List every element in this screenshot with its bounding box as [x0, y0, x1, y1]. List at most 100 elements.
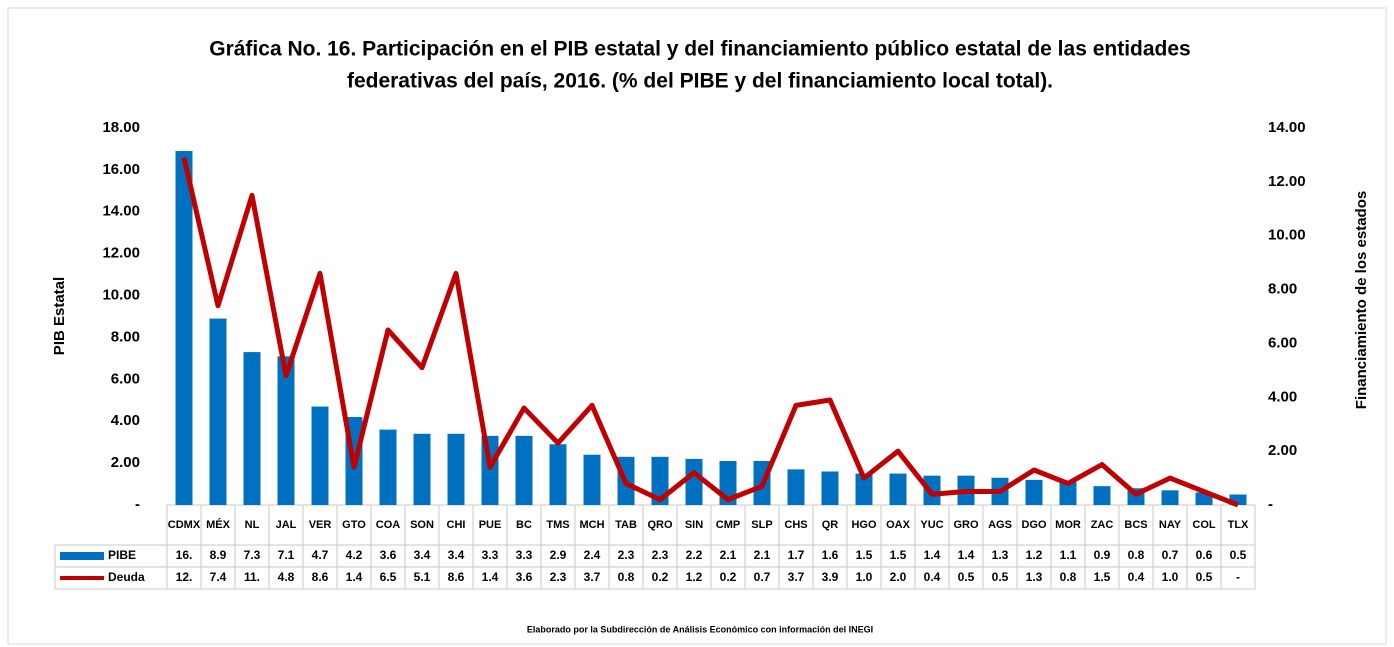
x-tick-label: HGO — [851, 519, 877, 531]
x-tick-label: MOR — [1055, 519, 1081, 531]
table-value: 12. — [176, 570, 193, 584]
y2-tick-label: 8.00 — [1268, 281, 1297, 298]
y2-tick-label: - — [1268, 496, 1273, 513]
y-axis-title: PIB Estatal — [51, 277, 68, 355]
x-tick-label: TAB — [615, 519, 637, 531]
chart-title: Gráfica No. 16. Participación en el PIB … — [209, 38, 1190, 61]
x-tick-label: CHS — [784, 519, 807, 531]
table-value: 0.8 — [1060, 570, 1077, 584]
y-tick-label: 2.00 — [111, 454, 140, 471]
y-tick-label: 10.00 — [102, 287, 140, 304]
x-tick-label: JAL — [276, 519, 297, 531]
table-value: 3.4 — [414, 548, 431, 562]
x-tick-label: MCH — [579, 519, 604, 531]
bar — [311, 406, 329, 505]
table-value: 1.2 — [686, 570, 703, 584]
y-tick-label: 18.00 — [102, 119, 140, 136]
table-value: 3.7 — [584, 570, 601, 584]
table-value: 0.5 — [1196, 570, 1213, 584]
bar — [821, 471, 839, 505]
y-tick-label: 16.00 — [102, 161, 140, 178]
x-tick-label: TMS — [546, 519, 569, 531]
table-value: 1.0 — [856, 570, 873, 584]
table-value: 0.5 — [992, 570, 1009, 584]
bar — [583, 454, 601, 505]
bar — [175, 151, 193, 506]
bar — [889, 473, 907, 505]
legend-swatch — [60, 552, 104, 560]
table-value: 2.1 — [720, 548, 737, 562]
table-value: - — [1236, 570, 1240, 584]
table-value: 0.5 — [1230, 548, 1247, 562]
x-tick-label: QR — [822, 519, 839, 531]
x-tick-label: CMP — [716, 519, 740, 531]
x-tick-label: COA — [376, 519, 401, 531]
table-value: 3.3 — [482, 548, 499, 562]
x-tick-label: PUE — [479, 519, 502, 531]
table-value: 2.1 — [754, 548, 771, 562]
bar — [277, 356, 295, 505]
table-value: 0.7 — [1162, 548, 1179, 562]
table-value: 6.5 — [380, 570, 397, 584]
table-value: 1.5 — [856, 548, 873, 562]
y2-tick-label: 2.00 — [1268, 442, 1297, 459]
bar — [379, 429, 397, 505]
y-tick-label: 12.00 — [102, 245, 140, 262]
bar — [1059, 481, 1077, 505]
y2-tick-label: 12.00 — [1268, 173, 1306, 190]
table-value: 0.8 — [1128, 548, 1145, 562]
table-value: 8.9 — [210, 548, 227, 562]
table-value: 1.4 — [924, 548, 941, 562]
x-tick-label: GRO — [953, 519, 979, 531]
y-tick-label: - — [135, 496, 140, 513]
x-tick-label: QRO — [647, 519, 673, 531]
table-value: 5.1 — [414, 570, 431, 584]
bar — [651, 456, 669, 505]
table-value: 11. — [244, 570, 260, 584]
y-tick-label: 14.00 — [102, 203, 140, 220]
x-tick-label: OAX — [886, 519, 911, 531]
table-value: 0.8 — [618, 570, 635, 584]
bar — [787, 469, 805, 505]
table-value: 3.9 — [822, 570, 839, 584]
table-value: 4.8 — [278, 570, 295, 584]
bar — [549, 444, 567, 505]
table-value: 0.4 — [924, 570, 941, 584]
table-value: 3.7 — [788, 570, 805, 584]
x-tick-label: DGO — [1021, 519, 1047, 531]
x-tick-label: SIN — [685, 519, 703, 531]
table-value: 1.1 — [1060, 548, 1077, 562]
y-tick-label: 6.00 — [111, 370, 140, 387]
table-value: 0.7 — [754, 570, 771, 584]
table-value: 3.6 — [516, 570, 533, 584]
table-value: 3.4 — [448, 548, 465, 562]
x-tick-label: SON — [410, 519, 434, 531]
y2-tick-label: 4.00 — [1268, 388, 1297, 405]
table-value: 1.4 — [958, 548, 975, 562]
y-tick-label: 8.00 — [111, 328, 140, 345]
x-tick-label: NL — [245, 519, 260, 531]
table-value: 0.5 — [958, 570, 975, 584]
table-value: 1.2 — [1026, 548, 1043, 562]
x-tick-label: BCS — [1124, 519, 1147, 531]
table-value: 1.0 — [1162, 570, 1179, 584]
x-tick-label: SLP — [751, 519, 772, 531]
bar — [1093, 486, 1111, 505]
table-value: 1.6 — [822, 548, 839, 562]
x-tick-label: NAY — [1159, 519, 1182, 531]
bar — [1229, 494, 1247, 505]
x-tick-label: ZAC — [1091, 519, 1114, 531]
table-value: 0.2 — [652, 570, 669, 584]
x-tick-label: BC — [516, 519, 532, 531]
table-value: 0.9 — [1094, 548, 1111, 562]
table-value: 1.7 — [788, 548, 805, 562]
table-value: 2.4 — [584, 548, 601, 562]
table-value: 0.2 — [720, 570, 737, 584]
bar — [447, 433, 465, 505]
table-value: 1.5 — [890, 548, 907, 562]
bar — [1025, 479, 1043, 505]
table-value: 8.6 — [312, 570, 329, 584]
table-value: 0.6 — [1196, 548, 1213, 562]
